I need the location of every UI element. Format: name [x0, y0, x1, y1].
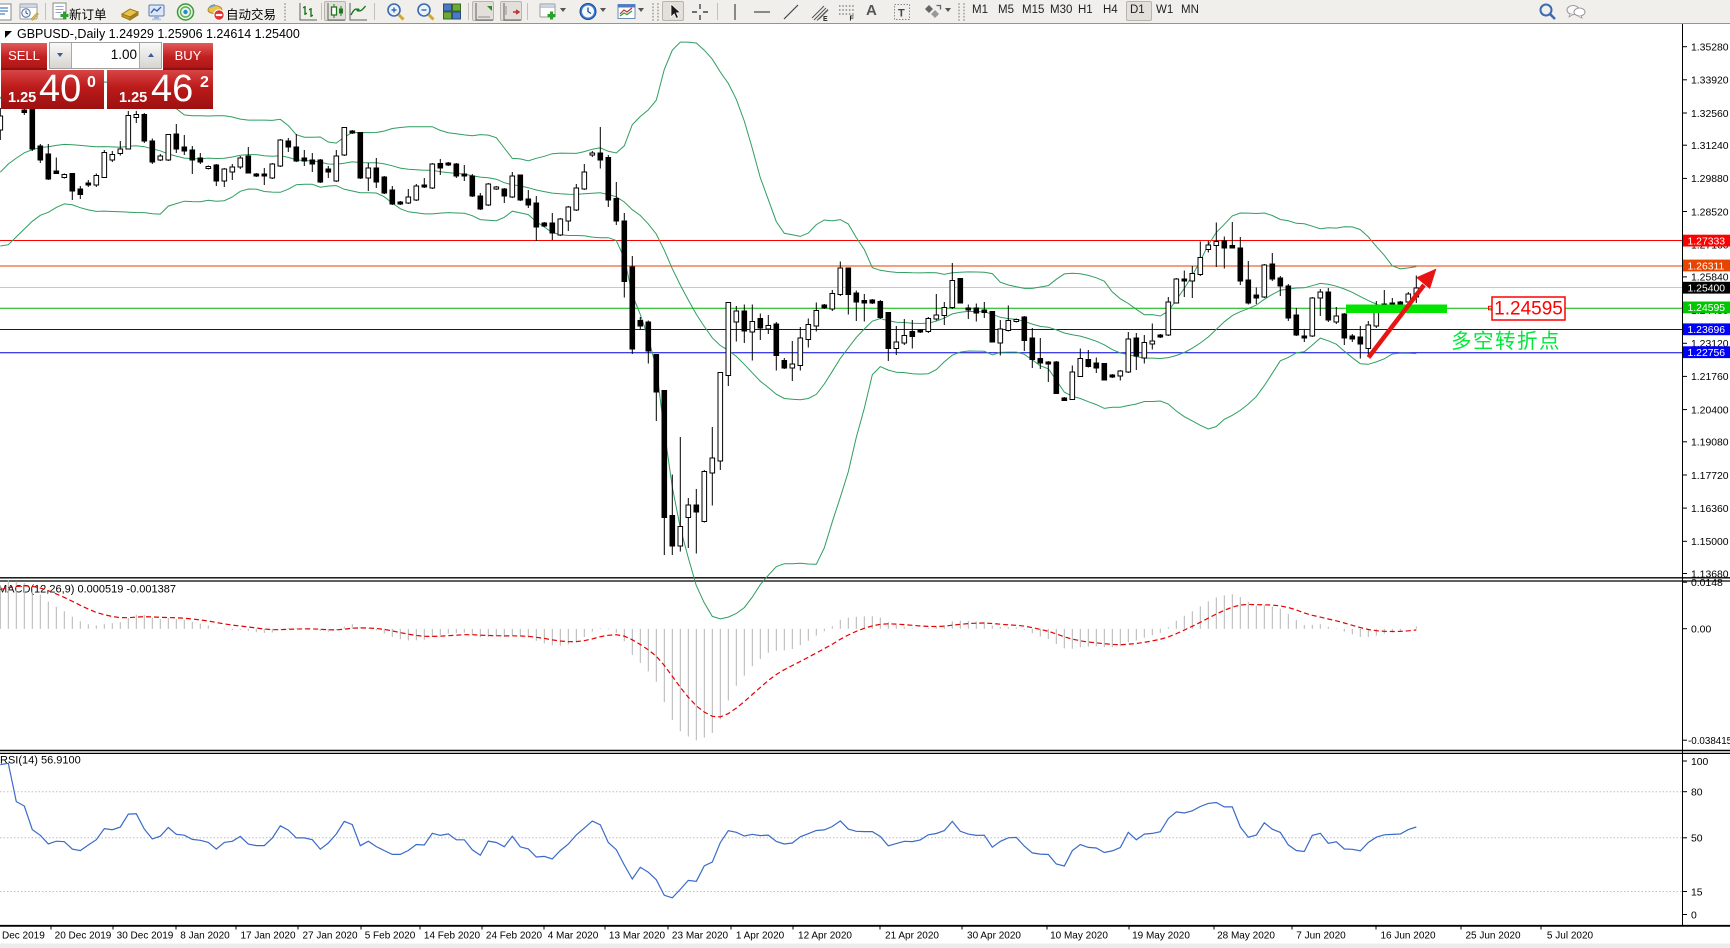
svg-text:0: 0: [1691, 910, 1697, 921]
svg-text:20 Dec 2019: 20 Dec 2019: [55, 931, 112, 942]
svg-text:1.21760: 1.21760: [1691, 372, 1729, 383]
svg-text:0.00: 0.00: [1691, 625, 1711, 636]
svg-text:1.17720: 1.17720: [1691, 471, 1729, 482]
svg-text:15: 15: [1691, 887, 1703, 898]
svg-text:27 Jan 2020: 27 Jan 2020: [302, 931, 357, 942]
svg-text:10 May 2020: 10 May 2020: [1050, 931, 1108, 942]
svg-text:-0.038415: -0.038415: [1688, 736, 1730, 747]
svg-text:1.23696: 1.23696: [1688, 325, 1726, 336]
svg-text:1.25840: 1.25840: [1691, 273, 1729, 284]
svg-text:1.24595: 1.24595: [1688, 303, 1726, 314]
svg-text:24 Feb 2020: 24 Feb 2020: [486, 931, 543, 942]
svg-text:8 Jan 2020: 8 Jan 2020: [180, 931, 230, 942]
svg-text:1.28520: 1.28520: [1691, 207, 1729, 218]
svg-text:1.26311: 1.26311: [1688, 261, 1725, 272]
svg-text:MACD(12,26,9) 0.000519 -0.0013: MACD(12,26,9) 0.000519 -0.001387: [0, 584, 176, 596]
svg-text:50: 50: [1691, 834, 1703, 845]
svg-text:GBPUSD-,Daily 1.24929 1.25906: GBPUSD-,Daily 1.24929 1.25906 1.24614 1.…: [17, 27, 300, 41]
svg-text:0.0148: 0.0148: [1691, 578, 1723, 589]
svg-text:1.23120: 1.23120: [1691, 339, 1729, 350]
svg-text:30 Dec 2019: 30 Dec 2019: [117, 931, 174, 942]
svg-text:1 Apr 2020: 1 Apr 2020: [736, 931, 785, 942]
svg-text:14 Feb 2020: 14 Feb 2020: [424, 931, 481, 942]
svg-text:1.33920: 1.33920: [1691, 76, 1729, 87]
svg-text:19 May 2020: 19 May 2020: [1132, 931, 1190, 942]
svg-text:T: T: [898, 8, 905, 20]
svg-text:100: 100: [1691, 757, 1709, 768]
svg-text:1.24595: 1.24595: [1494, 299, 1563, 320]
svg-text:80: 80: [1691, 788, 1703, 799]
svg-text:1.19080: 1.19080: [1691, 438, 1729, 449]
svg-text:1.31240: 1.31240: [1691, 141, 1729, 152]
svg-text:5 Feb 2020: 5 Feb 2020: [365, 931, 416, 942]
svg-text:1.22756: 1.22756: [1688, 348, 1726, 359]
svg-text:28 May 2020: 28 May 2020: [1217, 931, 1275, 942]
svg-text:12 Apr 2020: 12 Apr 2020: [798, 931, 852, 942]
svg-text:E: E: [823, 16, 828, 23]
svg-text:1.32560: 1.32560: [1691, 109, 1729, 120]
svg-text:25 Jun 2020: 25 Jun 2020: [1465, 931, 1520, 942]
svg-text:1.35280: 1.35280: [1691, 43, 1729, 54]
svg-text:1.15000: 1.15000: [1691, 537, 1729, 548]
svg-text:RSI(14) 56.9100: RSI(14) 56.9100: [0, 755, 81, 767]
svg-text:21 Apr 2020: 21 Apr 2020: [885, 931, 939, 942]
svg-text:多空转折点: 多空转折点: [1451, 330, 1561, 353]
svg-text:30 Apr 2020: 30 Apr 2020: [967, 931, 1021, 942]
svg-text:4 Mar 2020: 4 Mar 2020: [548, 931, 599, 942]
svg-text:1.29880: 1.29880: [1691, 174, 1729, 185]
svg-text:F: F: [850, 16, 855, 23]
svg-text:1.20400: 1.20400: [1691, 405, 1729, 416]
svg-text:7 Jun 2020: 7 Jun 2020: [1296, 931, 1346, 942]
svg-text:23 Mar 2020: 23 Mar 2020: [672, 931, 729, 942]
svg-text:5 Jul 2020: 5 Jul 2020: [1547, 931, 1594, 942]
svg-text:1.27333: 1.27333: [1688, 236, 1726, 247]
svg-text:16 Jun 2020: 16 Jun 2020: [1380, 931, 1435, 942]
svg-text:13 Mar 2020: 13 Mar 2020: [609, 931, 666, 942]
svg-text:Dec 2019: Dec 2019: [2, 931, 45, 942]
svg-text:17 Jan 2020: 17 Jan 2020: [240, 931, 295, 942]
svg-text:1.25400: 1.25400: [1688, 284, 1726, 295]
svg-text:1.16360: 1.16360: [1691, 504, 1729, 515]
svg-text:1.13680: 1.13680: [1691, 569, 1729, 580]
